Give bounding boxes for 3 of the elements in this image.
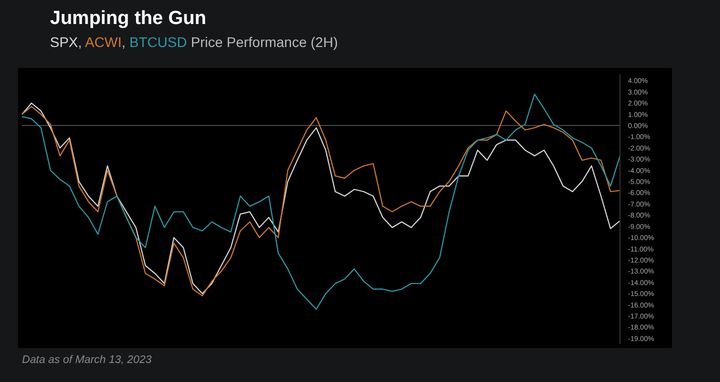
text: Data as of March 13, 2023 [22,354,152,366]
chart-subtitle: SPX, ACWI, BTCUSD Price Performance (2H) [50,34,338,50]
chart-title: Jumping the Gun [50,8,206,30]
